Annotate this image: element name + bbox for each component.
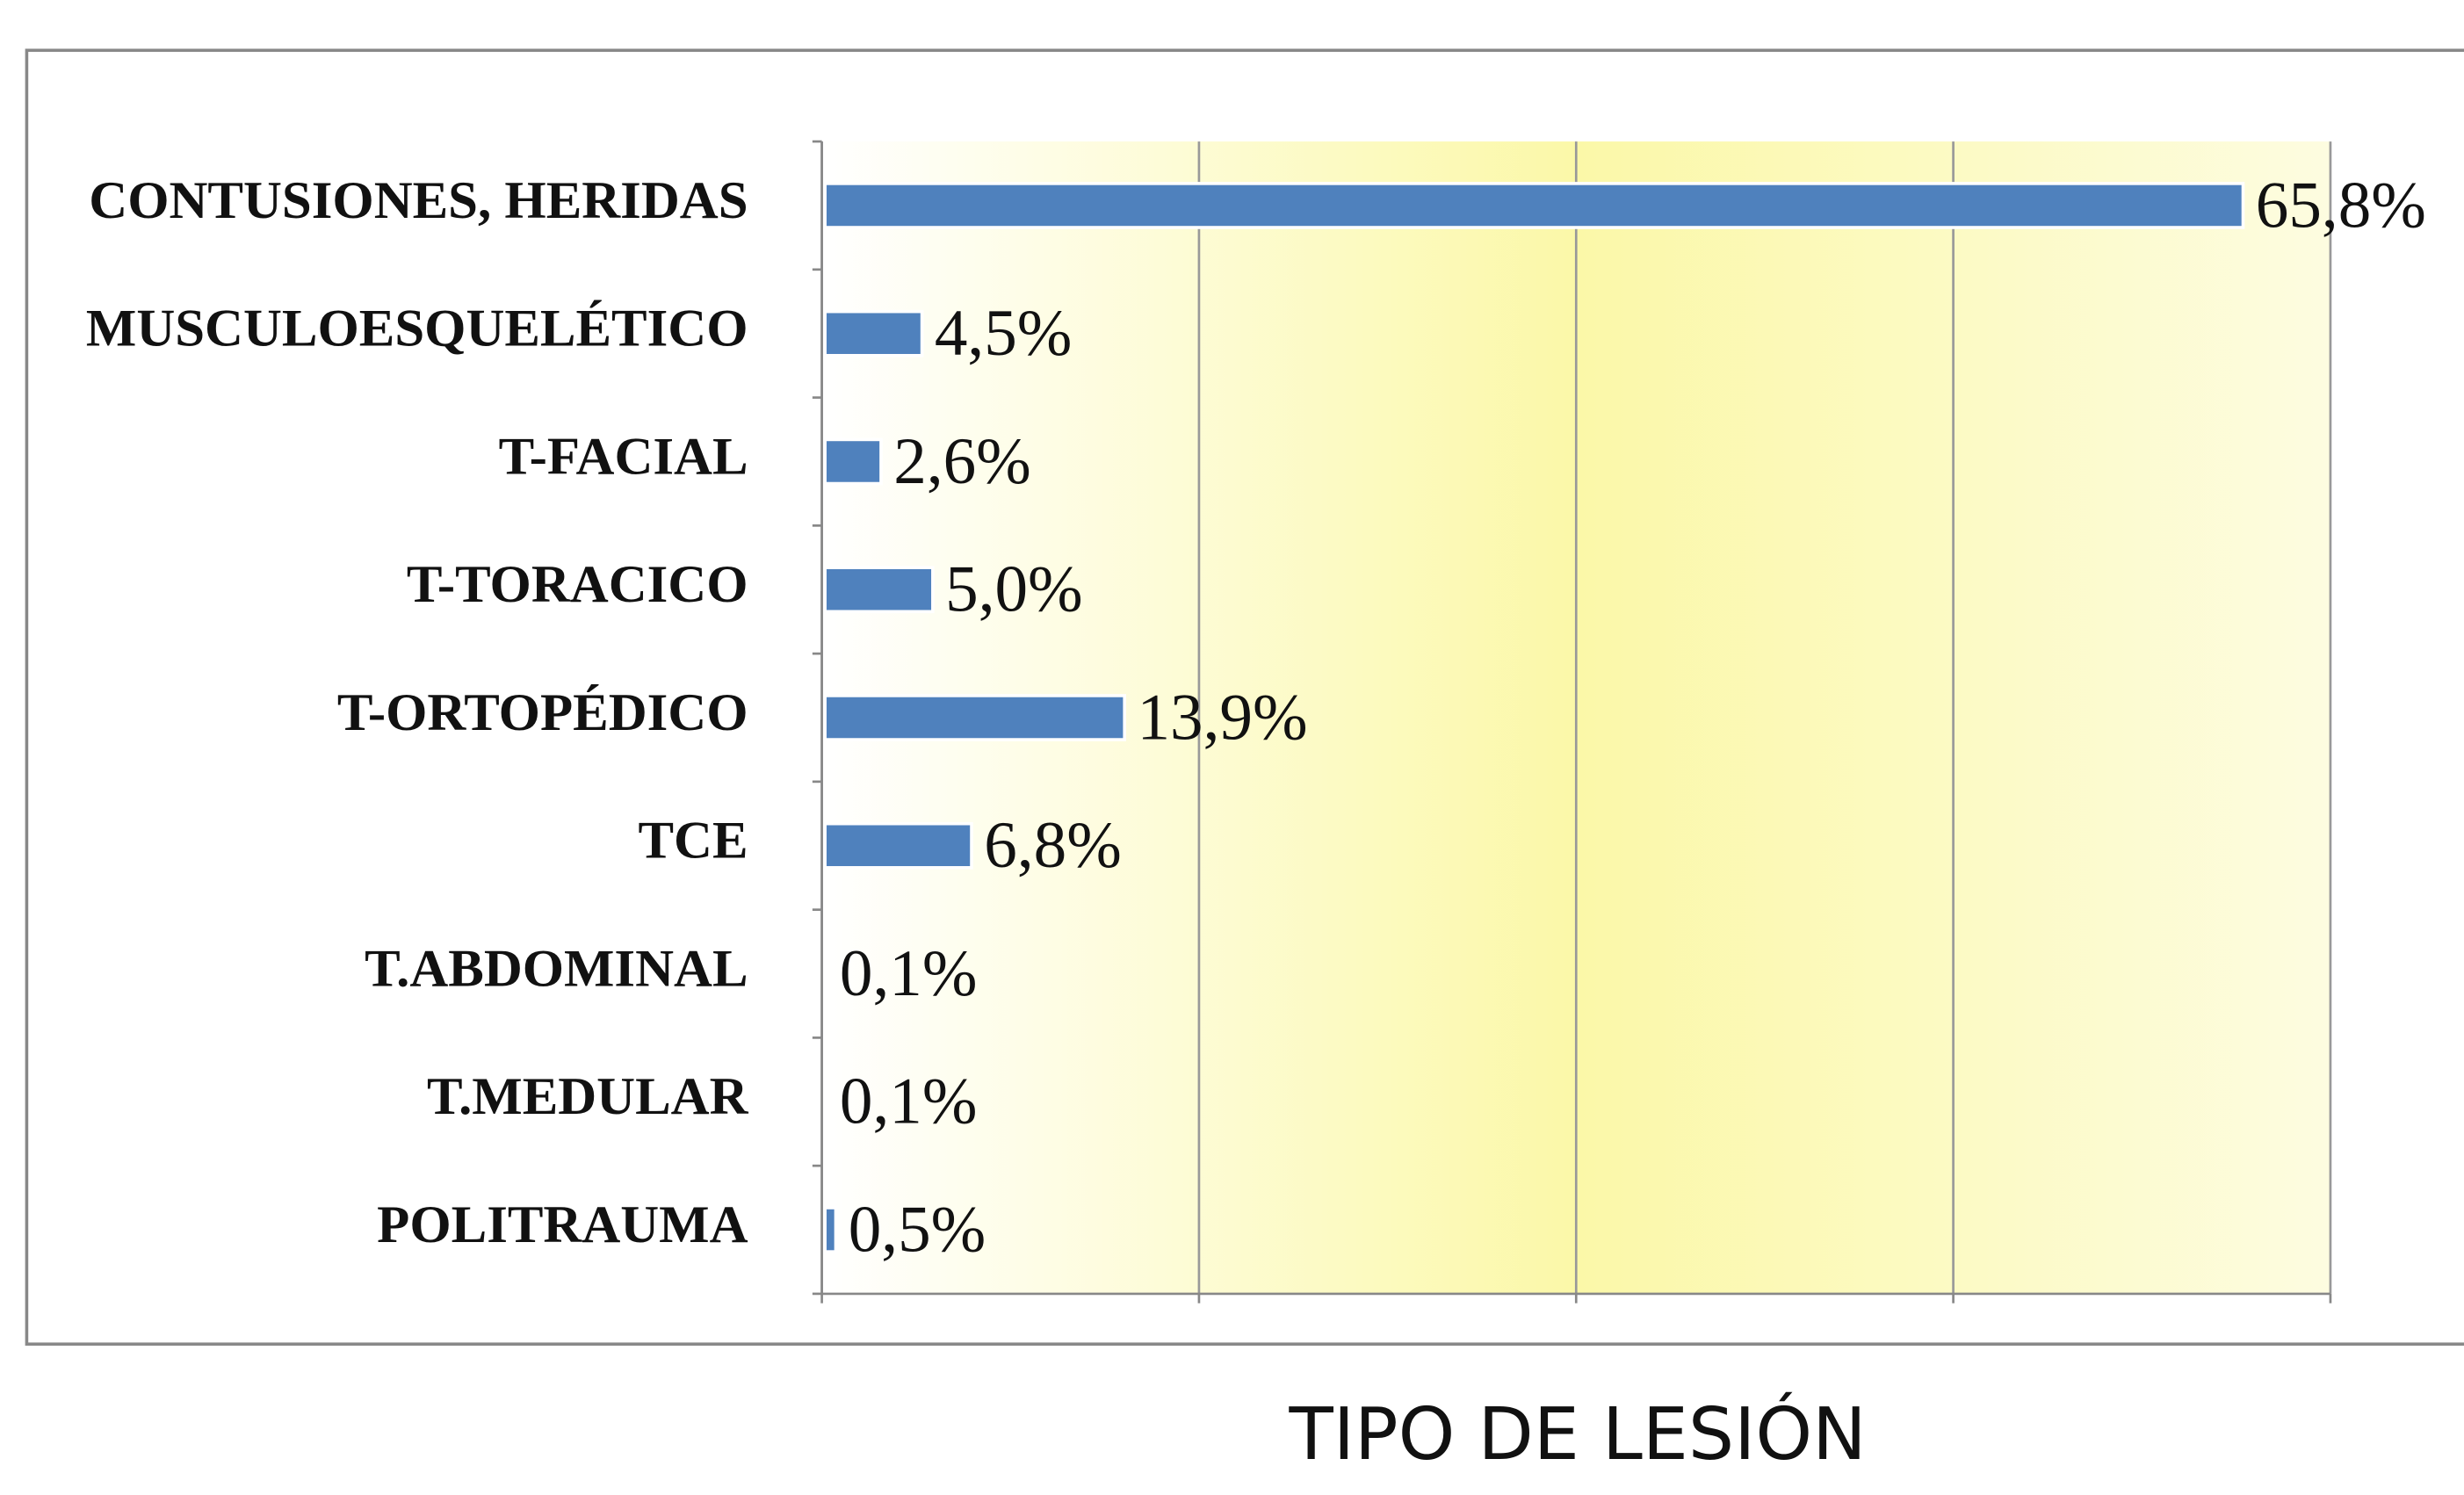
value-label: 0,5% (849, 1193, 986, 1266)
value-label: 5,0% (945, 553, 1082, 626)
bar (823, 437, 883, 486)
value-label: 2,6% (893, 425, 1030, 498)
value-label: 4,5% (935, 297, 1072, 370)
y-tick-label: T-ORTOPÉDICO (337, 683, 748, 742)
value-label: 6,8% (984, 809, 1121, 882)
y-tick-label: CONTUSIONES, HERIDAS (89, 171, 748, 230)
y-tick-label: T.MEDULAR (427, 1067, 749, 1126)
bar (823, 950, 829, 998)
bar (823, 1206, 838, 1253)
y-tick-label: T.ABDOMINAL (365, 939, 748, 998)
y-tick-label: T-TORACICO (407, 555, 748, 614)
bar (823, 566, 935, 614)
chart-title: TIPO DE LESIÓN (1288, 1391, 1866, 1477)
y-tick-label: TCE (638, 812, 748, 870)
value-label: 13,9% (1138, 681, 1308, 754)
bar (823, 694, 1126, 741)
y-tick-label: T-FACIAL (499, 427, 748, 486)
bar (823, 1078, 829, 1126)
value-label: 0,1% (840, 1065, 977, 1138)
y-tick-label: MUSCULOESQUELÉTICO (86, 300, 748, 358)
value-label: 65,8% (2256, 169, 2426, 242)
y-tick-label: POLITRAUMA (377, 1195, 748, 1254)
bar (823, 821, 973, 870)
bar (823, 182, 2245, 229)
value-label: 0,1% (840, 937, 977, 1010)
bar (823, 309, 924, 358)
